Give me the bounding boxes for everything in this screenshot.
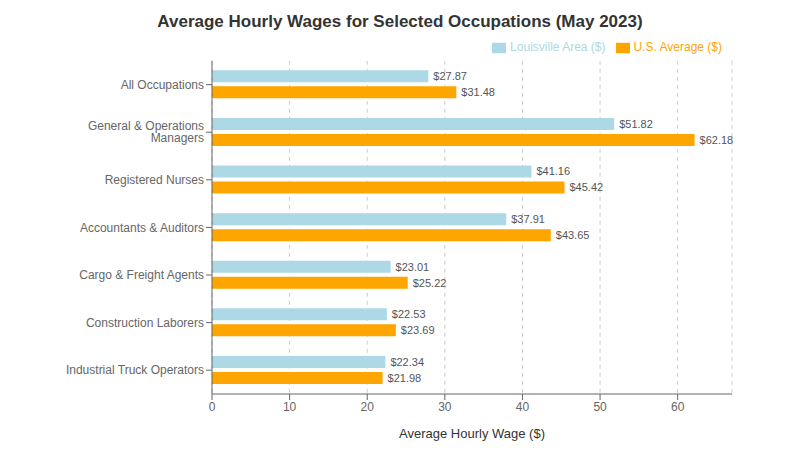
svg-text:10: 10 xyxy=(283,400,297,414)
svg-text:$23.69: $23.69 xyxy=(401,324,435,336)
svg-text:$41.16: $41.16 xyxy=(536,165,570,177)
svg-text:$45.42: $45.42 xyxy=(570,181,604,193)
svg-text:Cargo & Freight Agents: Cargo & Freight Agents xyxy=(79,268,204,282)
html-text:Average Hourly Wages for Selec: Average Hourly Wages for Selected Occupa… xyxy=(157,12,643,31)
svg-text:All Occupations: All Occupations xyxy=(121,78,204,92)
svg-text:$22.34: $22.34 xyxy=(390,356,424,368)
svg-text:$27.87: $27.87 xyxy=(433,70,467,82)
svg-text:$25.22: $25.22 xyxy=(413,277,447,289)
svg-text:$21.98: $21.98 xyxy=(388,372,422,384)
html-text:U.S. Average ($): U.S. Average ($) xyxy=(633,40,722,54)
svg-text:50: 50 xyxy=(593,400,607,414)
svg-text:Construction Laborers: Construction Laborers xyxy=(86,316,204,330)
svg-text:Accountants & Auditors: Accountants & Auditors xyxy=(80,221,204,235)
svg-text:$23.01: $23.01 xyxy=(396,261,430,273)
svg-text:$51.82: $51.82 xyxy=(619,118,653,130)
svg-text:$37.91: $37.91 xyxy=(511,213,545,225)
svg-text:$62.18: $62.18 xyxy=(700,134,734,146)
svg-text:20: 20 xyxy=(361,400,375,414)
svg-text:30: 30 xyxy=(438,400,452,414)
svg-text:$31.48: $31.48 xyxy=(461,86,495,98)
svg-text:$22.53: $22.53 xyxy=(392,308,426,320)
svg-text:0: 0 xyxy=(209,400,216,414)
svg-text:$43.65: $43.65 xyxy=(556,229,590,241)
svg-text:Registered Nurses: Registered Nurses xyxy=(105,173,204,187)
html-text:Louisville Area ($): Louisville Area ($) xyxy=(510,40,606,54)
svg-text:40: 40 xyxy=(516,400,530,414)
svg-text:60: 60 xyxy=(671,400,685,414)
svg-text:Industrial Truck Operators: Industrial Truck Operators xyxy=(66,363,204,377)
svg-text:General & OperationsManagers: General & OperationsManagers xyxy=(88,119,204,145)
svg-text:Average Hourly Wage ($): Average Hourly Wage ($) xyxy=(399,426,545,441)
